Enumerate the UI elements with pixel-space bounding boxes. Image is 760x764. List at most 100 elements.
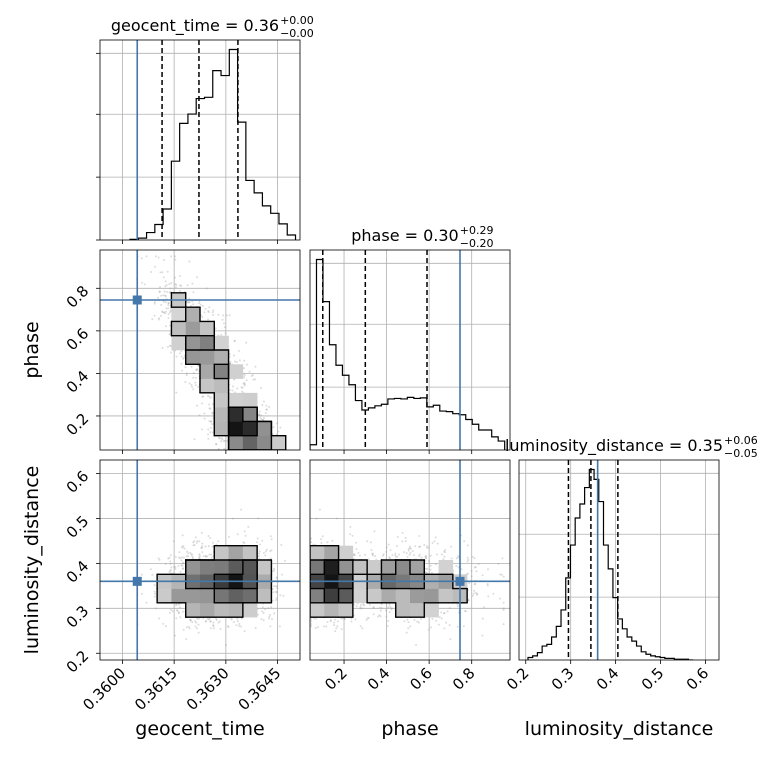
scatter-phase-vs-luminosity_distance-point <box>372 606 375 609</box>
scatter-phase-vs-luminosity_distance-point <box>430 571 433 574</box>
scatter-geocent_time-vs-phase-point <box>262 400 265 403</box>
scatter-phase-vs-luminosity_distance-point <box>373 530 376 533</box>
scatter-phase-vs-luminosity_distance-point <box>424 555 427 558</box>
scatter-phase-vs-luminosity_distance-point <box>424 556 427 559</box>
scatter-phase-vs-luminosity_distance-density-cell <box>310 545 325 561</box>
scatter-geocent_time-vs-luminosity_distance-point <box>172 540 175 543</box>
scatter-geocent_time-vs-luminosity_distance-point <box>238 622 241 625</box>
xtick-label-phase-3: 0.8 <box>449 664 479 694</box>
scatter-geocent_time-vs-luminosity_distance-point <box>158 558 161 561</box>
scatter-geocent_time-vs-luminosity_distance-point <box>170 608 173 611</box>
scatter-geocent_time-vs-luminosity_distance-point <box>178 611 181 614</box>
scatter-phase-vs-luminosity_distance-point <box>362 603 365 606</box>
scatter-geocent_time-vs-luminosity_distance-point <box>198 553 201 556</box>
scatter-phase-vs-luminosity_distance-point <box>407 549 410 552</box>
title-luminosity_distance-minus: −0.05 <box>724 447 758 460</box>
scatter-phase-vs-luminosity_distance-point <box>475 570 478 573</box>
scatter-geocent_time-vs-phase-point <box>259 417 262 420</box>
scatter-phase-vs-luminosity_distance-point <box>473 589 476 592</box>
scatter-geocent_time-vs-luminosity_distance-point <box>274 590 277 593</box>
scatter-geocent_time-vs-luminosity_distance-point <box>262 612 265 615</box>
scatter-geocent_time-vs-luminosity_distance-point <box>186 555 189 558</box>
scatter-geocent_time-vs-luminosity_distance-point <box>176 610 179 613</box>
scatter-geocent_time-vs-luminosity_distance-point <box>191 555 194 558</box>
scatter-geocent_time-vs-phase-point <box>201 304 204 307</box>
scatter-geocent_time-vs-luminosity_distance-density-cell <box>242 588 258 604</box>
scatter-phase-vs-luminosity_distance-density-cell <box>324 560 339 575</box>
scatter-geocent_time-vs-luminosity_distance-density-cell <box>242 602 258 618</box>
scatter-geocent_time-vs-luminosity_distance-point <box>207 535 210 538</box>
scatter-geocent_time-vs-phase-point <box>208 306 211 309</box>
scatter-phase-vs-luminosity_distance-point <box>501 557 504 560</box>
ytick-label-luminosity_distance-2: 0.4 <box>63 557 93 587</box>
scatter-geocent_time-vs-phase-density-cell <box>200 350 215 365</box>
scatter-phase-vs-luminosity_distance-point <box>331 539 334 542</box>
scatter-geocent_time-vs-phase-point <box>175 283 178 286</box>
scatter-geocent_time-vs-luminosity_distance-point <box>201 542 204 545</box>
scatter-geocent_time-vs-phase-point <box>169 345 172 348</box>
scatter-geocent_time-vs-phase-density-cell <box>242 407 258 422</box>
scatter-geocent_time-vs-phase-point <box>163 312 166 315</box>
scatter-phase-vs-luminosity_distance-point <box>407 627 410 630</box>
scatter-geocent_time-vs-phase-point <box>198 302 201 305</box>
scatter-geocent_time-vs-phase-point <box>241 390 244 393</box>
scatter-phase-vs-luminosity_distance-point <box>385 550 388 553</box>
scatter-geocent_time-vs-luminosity_distance-point <box>158 617 161 620</box>
scatter-phase-vs-luminosity_distance-point <box>318 508 321 511</box>
scatter-phase-vs-luminosity_distance-point <box>386 624 389 627</box>
scatter-phase-vs-luminosity_distance-point <box>335 627 338 630</box>
scatter-geocent_time-vs-phase-point <box>169 287 172 290</box>
scatter-geocent_time-vs-luminosity_distance-point <box>192 541 195 544</box>
scatter-geocent_time-vs-phase-point <box>262 418 265 421</box>
scatter-geocent_time-vs-phase-point <box>183 356 186 359</box>
scatter-geocent_time-vs-phase-density-cell <box>214 378 229 394</box>
scatter-phase-vs-luminosity_distance-point <box>321 535 324 538</box>
scatter-geocent_time-vs-luminosity_distance-point <box>183 547 186 550</box>
hist-geocent_time-border <box>99 39 301 241</box>
scatter-geocent_time-vs-phase-point <box>198 414 201 417</box>
scatter-geocent_time-vs-luminosity_distance-point <box>201 545 204 548</box>
scatter-geocent_time-vs-phase-point <box>165 290 168 293</box>
scatter-phase-vs-luminosity_distance-point <box>441 553 444 556</box>
scatter-geocent_time-vs-phase-point <box>168 311 171 314</box>
scatter-phase-vs-luminosity_distance-point <box>396 536 399 539</box>
scatter-phase-vs-luminosity_distance-point <box>409 625 412 628</box>
scatter-phase-vs-luminosity_distance <box>309 459 511 661</box>
hist-phase <box>309 249 511 454</box>
scatter-geocent_time-vs-luminosity_distance-density-cell <box>228 602 244 618</box>
scatter-phase-vs-luminosity_distance-point <box>474 591 477 594</box>
scatter-phase-vs-luminosity_distance-point <box>450 557 453 560</box>
scatter-phase-vs-luminosity_distance-point <box>349 525 352 528</box>
scatter-phase-vs-luminosity_distance-density-cell <box>352 560 368 575</box>
scatter-geocent_time-vs-phase-density-cell <box>242 392 258 408</box>
scatter-geocent_time-vs-luminosity_distance-point <box>275 591 278 594</box>
scatter-phase-vs-luminosity_distance-point <box>418 553 421 556</box>
scatter-phase-vs-luminosity_distance-point <box>419 545 422 548</box>
scatter-geocent_time-vs-phase-point <box>207 428 210 431</box>
scatter-geocent_time-vs-luminosity_distance-point <box>226 625 229 628</box>
scatter-geocent_time-vs-phase-point <box>234 391 237 394</box>
scatter-geocent_time-vs-luminosity_distance-point <box>231 517 234 520</box>
scatter-phase-vs-luminosity_distance-point <box>387 543 390 546</box>
scatter-phase-vs-luminosity_distance-point <box>473 557 476 560</box>
scatter-phase-vs-luminosity_distance-point <box>498 597 501 600</box>
scatter-geocent_time-vs-phase-point <box>233 339 236 342</box>
scatter-geocent_time-vs-phase-point <box>217 436 220 439</box>
scatter-geocent_time-vs-phase-point <box>192 371 195 374</box>
hist-geocent_time <box>96 39 301 244</box>
scatter-geocent_time-vs-phase-point <box>186 284 189 287</box>
scatter-phase-vs-luminosity_distance-point <box>443 550 446 553</box>
scatter-geocent_time-vs-phase-point <box>233 340 236 343</box>
scatter-geocent_time-vs-luminosity_distance-point <box>190 553 193 556</box>
scatter-geocent_time-vs-phase-point <box>159 271 162 274</box>
scatter-phase-vs-luminosity_distance-point <box>413 618 416 621</box>
scatter-geocent_time-vs-phase-point <box>151 318 154 321</box>
scatter-phase-vs-luminosity_distance-point <box>310 541 313 544</box>
ytick-label-luminosity_distance-0: 0.2 <box>63 647 93 677</box>
scatter-geocent_time-vs-phase-point <box>232 378 235 381</box>
scatter-geocent_time-vs-luminosity_distance-point <box>279 594 282 597</box>
xtick-label-phase-2: 0.6 <box>406 664 436 694</box>
scatter-phase-vs-luminosity_distance-point <box>394 554 397 557</box>
scatter-phase-vs-luminosity_distance-point <box>380 606 383 609</box>
